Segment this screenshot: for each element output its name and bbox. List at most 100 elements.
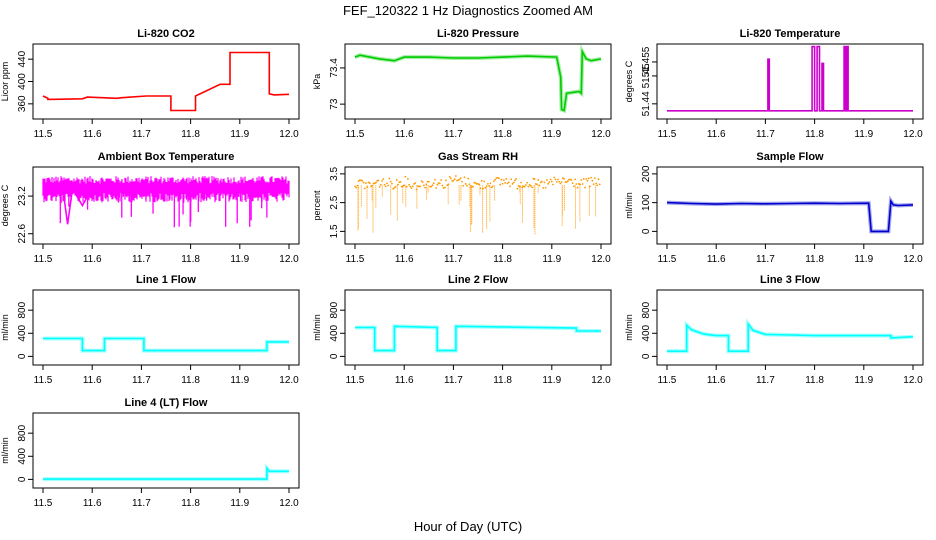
data-point xyxy=(590,176,593,179)
x-tick-label: 11.9 xyxy=(230,498,249,509)
data-point xyxy=(596,184,599,187)
data-point xyxy=(461,180,463,183)
data-point xyxy=(403,184,406,187)
data-point xyxy=(553,176,556,179)
data-series-line xyxy=(43,337,289,352)
data-point xyxy=(547,182,550,185)
data-point xyxy=(584,186,586,189)
data-point xyxy=(500,178,503,181)
data-point xyxy=(505,178,508,180)
panel-title: Line 3 Flow xyxy=(760,274,820,286)
figure-xlabel: Hour of Day (UTC) xyxy=(414,519,522,534)
data-point xyxy=(368,182,371,185)
data-point xyxy=(383,183,386,186)
data-point xyxy=(592,183,595,186)
data-point xyxy=(549,178,552,181)
data-point xyxy=(384,185,387,188)
x-tick-label: 11.9 xyxy=(542,129,561,140)
panel-ambient-box-temperature: Ambient Box Temperature 11.5 11.6 11.7 11.8 1… xyxy=(0,151,300,265)
panel-title: Line 1 Flow xyxy=(136,274,196,286)
x-tick-label: 11.7 xyxy=(756,375,775,386)
data-point xyxy=(558,180,561,183)
y-tick-label: 800 xyxy=(17,424,28,441)
y-tick-label: 800 xyxy=(17,301,28,318)
data-point xyxy=(463,176,466,179)
x-tick-label: 11.6 xyxy=(83,498,102,509)
data-point xyxy=(365,182,367,185)
y-axis-label: percent xyxy=(312,190,322,221)
x-tick-label: 11.6 xyxy=(83,254,102,265)
x-tick-label: 11.6 xyxy=(395,129,414,140)
data-point xyxy=(571,182,574,185)
x-tick-label: 11.8 xyxy=(805,129,824,140)
x-tick-label: 11.7 xyxy=(132,129,151,140)
data-point xyxy=(539,181,542,184)
data-point xyxy=(427,180,430,183)
y-axis-label: degrees C xyxy=(0,184,10,226)
data-point xyxy=(409,185,412,188)
data-point xyxy=(493,180,495,182)
data-point xyxy=(399,181,402,183)
data-point xyxy=(419,185,422,188)
x-tick-label: 11.8 xyxy=(181,129,200,140)
data-point xyxy=(432,182,435,185)
data-point xyxy=(575,183,578,185)
x-tick-label: 11.8 xyxy=(181,498,200,509)
data-layer xyxy=(666,195,914,234)
data-point xyxy=(445,179,447,182)
data-layer xyxy=(354,175,601,235)
data-point xyxy=(377,179,380,182)
data-point xyxy=(587,177,590,180)
y-tick-label: 440 xyxy=(17,50,28,67)
data-point xyxy=(520,181,522,184)
y-axis-label: ml/min xyxy=(624,314,634,341)
data-point xyxy=(489,182,492,185)
data-point xyxy=(440,179,442,181)
y-tick-label: 800 xyxy=(329,301,340,318)
plot-frame xyxy=(32,43,300,120)
x-tick-label: 11.9 xyxy=(854,375,873,386)
y-tick-label: 51.455 xyxy=(641,46,652,77)
data-point xyxy=(597,178,600,181)
data-point xyxy=(512,181,515,184)
data-point xyxy=(395,179,398,181)
panel-sample-flow: Sample Flow 11.5 11.6 11.7 11.8 11.9 12.0 0 100 2… xyxy=(624,151,924,265)
data-point xyxy=(527,185,530,188)
data-point xyxy=(542,187,545,189)
data-point xyxy=(450,177,452,180)
data-point xyxy=(598,183,601,186)
data-point xyxy=(464,183,467,185)
data-point xyxy=(511,182,514,185)
x-tick-label: 11.6 xyxy=(83,129,102,140)
x-tick-label: 11.5 xyxy=(34,129,53,140)
data-point xyxy=(523,185,526,188)
data-point xyxy=(388,177,391,180)
data-point xyxy=(434,178,436,181)
data-point xyxy=(499,183,502,186)
data-point xyxy=(559,182,562,185)
x-tick-label: 11.6 xyxy=(395,254,414,265)
x-tick-label: 11.8 xyxy=(493,129,512,140)
panel-line-1-flow: Line 1 Flow 11.5 11.6 11.7 11.8 11.9 12.0 0 400 8… xyxy=(0,274,300,386)
x-tick-label: 12.0 xyxy=(591,129,611,140)
data-point xyxy=(550,180,553,183)
y-tick-label: 0 xyxy=(641,228,652,234)
data-point xyxy=(435,187,438,189)
data-series-band xyxy=(43,462,289,482)
x-tick-label: 11.9 xyxy=(230,254,249,265)
data-point xyxy=(424,186,427,189)
data-series-line xyxy=(667,321,914,352)
data-point xyxy=(378,185,381,188)
x-tick-label: 12.0 xyxy=(279,375,299,386)
data-point xyxy=(354,185,356,188)
panels-group: Li-820 CO2 11.5 11.6 11.7 11.8 11.9 12.0 360 400… xyxy=(0,28,924,509)
data-series-band xyxy=(666,195,914,234)
panel-gas-stream-rh: Gas Stream RH 11.5 11.6 11.7 11.8 11.9 12.0 1.5… xyxy=(312,151,612,265)
data-point xyxy=(514,179,516,182)
y-axis-label: ml/min xyxy=(312,314,322,341)
y-tick-label: 0 xyxy=(329,353,340,359)
data-point xyxy=(533,178,536,180)
y-tick-label: 100 xyxy=(641,194,652,211)
x-tick-label: 11.7 xyxy=(132,498,151,509)
x-tick-label: 11.7 xyxy=(132,375,151,386)
